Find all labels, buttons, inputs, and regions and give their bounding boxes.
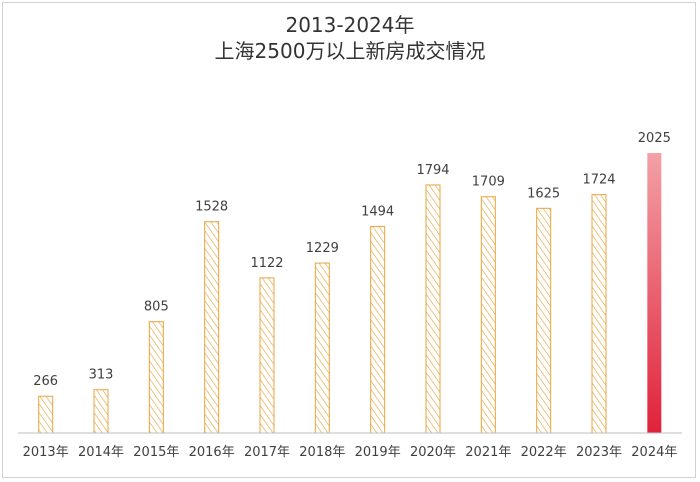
bar-2017年 xyxy=(259,277,275,434)
bar-2014年 xyxy=(93,389,109,434)
data-label: 1625 xyxy=(527,186,560,201)
data-label: 2025 xyxy=(638,131,671,146)
bar-2015年 xyxy=(148,321,164,434)
data-label: 805 xyxy=(144,300,169,315)
bar-2024年 xyxy=(647,153,662,433)
bar-2021年 xyxy=(480,196,496,434)
x-tick-label: 2014年 xyxy=(78,445,124,460)
data-label: 1724 xyxy=(582,173,615,188)
bar-2018年 xyxy=(314,262,330,434)
x-tick-label: 2020年 xyxy=(410,445,456,460)
x-tick-label: 2021年 xyxy=(465,445,511,460)
bar-2023年 xyxy=(591,194,607,434)
bar-2019年 xyxy=(370,225,386,434)
x-tick-label: 2015年 xyxy=(133,445,179,460)
data-label: 1229 xyxy=(306,241,339,256)
data-label: 1709 xyxy=(472,175,505,190)
x-tick-label: 2013年 xyxy=(23,445,69,460)
bar-2022年 xyxy=(536,207,552,434)
data-label: 1494 xyxy=(361,204,394,219)
chart-frame xyxy=(2,2,696,478)
data-label: 313 xyxy=(89,368,114,383)
bar-2020年 xyxy=(425,184,441,434)
data-label: 1528 xyxy=(195,200,228,215)
x-tick-label: 2023年 xyxy=(576,445,622,460)
x-tick-label: 2022年 xyxy=(521,445,567,460)
x-tick-label: 2019年 xyxy=(355,445,401,460)
bar-2013年 xyxy=(38,395,54,434)
x-tick-label: 2024年 xyxy=(631,445,677,460)
x-tick-label: 2016年 xyxy=(189,445,235,460)
data-label: 1794 xyxy=(416,163,449,178)
data-label: 266 xyxy=(33,374,58,389)
x-tick-label: 2018年 xyxy=(299,445,345,460)
bar-2016年 xyxy=(204,221,220,434)
data-label: 1122 xyxy=(250,256,283,271)
chart-subtitle: 上海2500万以上新房成交情况 xyxy=(214,39,486,63)
chart-title: 2013-2024年 xyxy=(285,13,415,37)
x-tick-label: 2017年 xyxy=(244,445,290,460)
